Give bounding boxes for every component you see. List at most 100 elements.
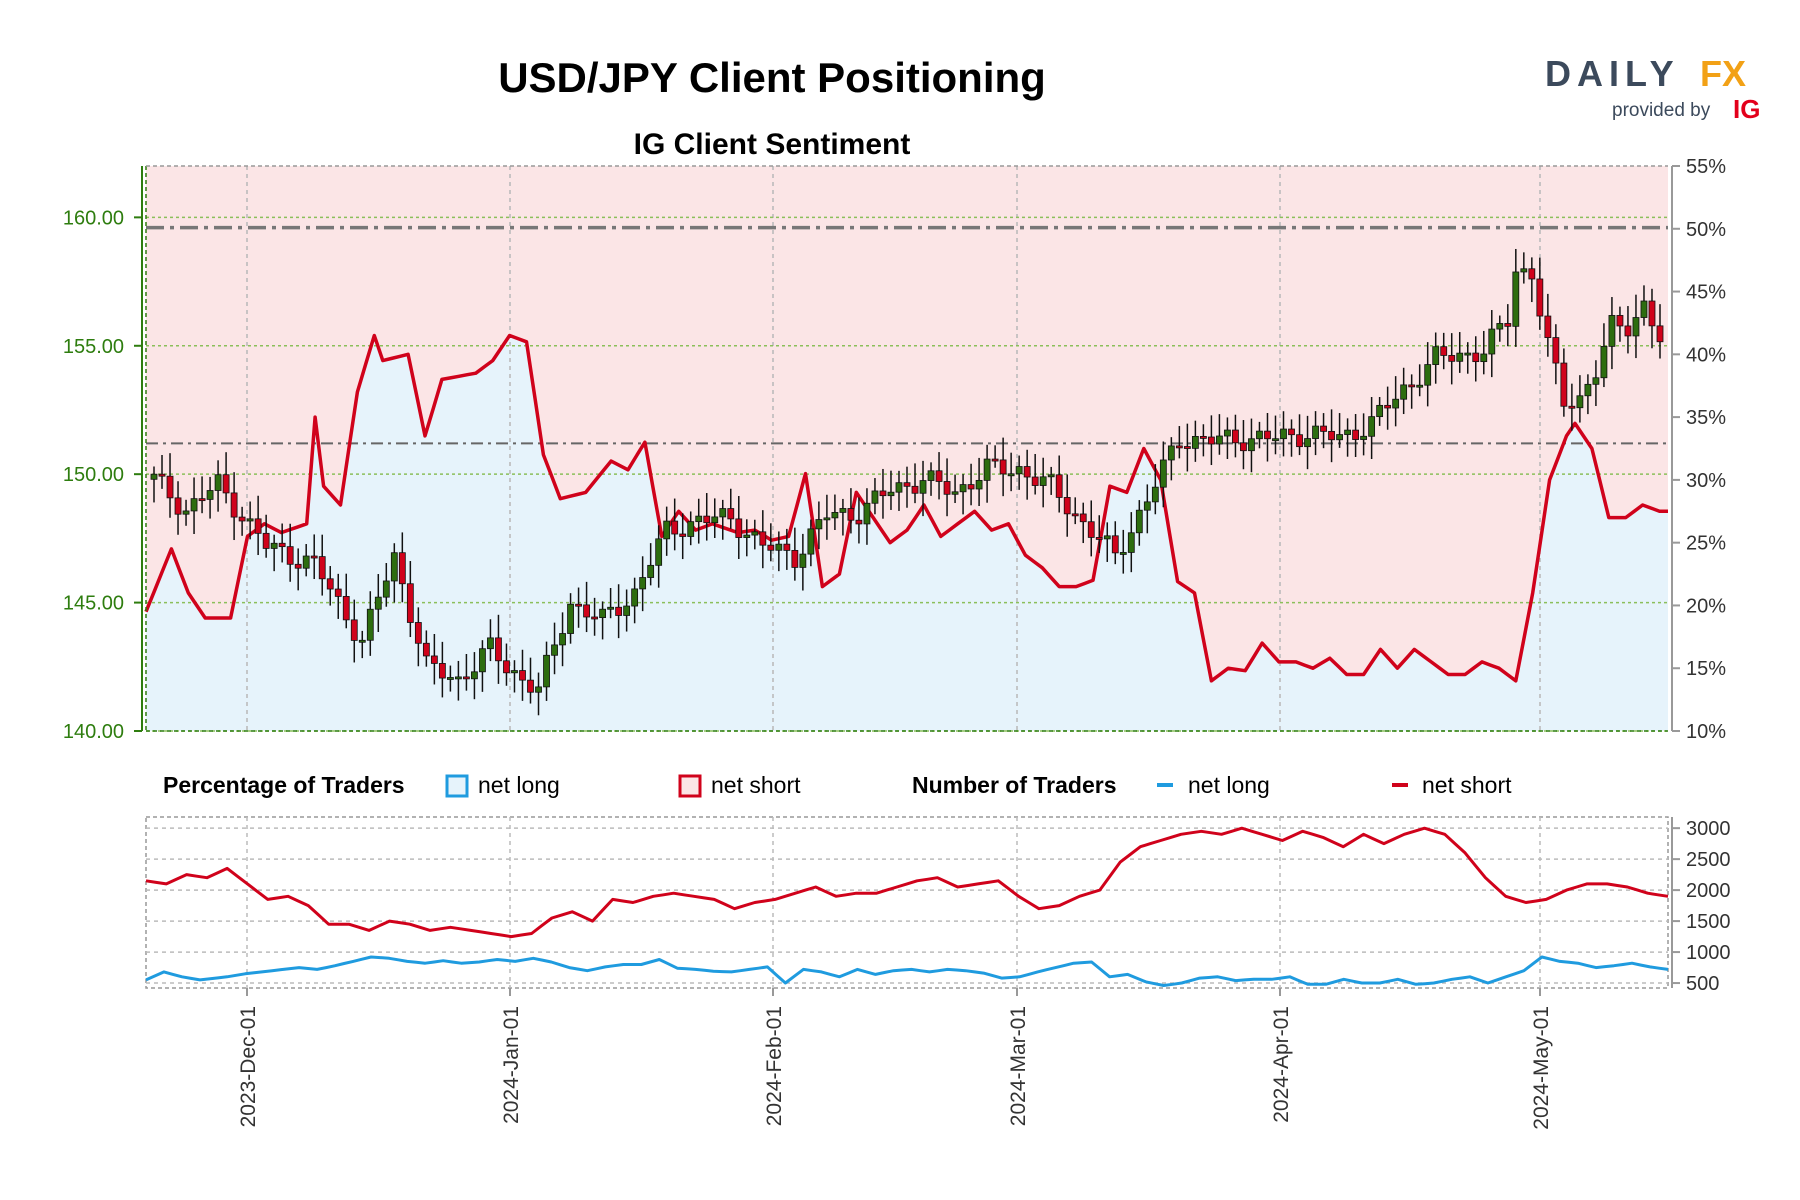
legend-pct-long-label: net long: [478, 772, 560, 798]
candle-body: [158, 473, 166, 477]
candle-body: [230, 492, 238, 518]
legend-num-title: Number of Traders: [912, 772, 1117, 798]
candle-body: [1344, 429, 1351, 435]
candle-body: [807, 528, 815, 555]
candle-body: [1504, 323, 1512, 327]
candle-body: [150, 473, 158, 480]
candle-body: [1392, 398, 1400, 409]
candle-body: [999, 459, 1007, 475]
candle-body: [318, 556, 326, 580]
y2-tick-label: 25%: [1686, 533, 1726, 555]
candle-body: [1496, 323, 1504, 330]
candle-body: [703, 515, 711, 524]
candle-body: [1488, 328, 1496, 355]
trader-count-net-short-line: [145, 826, 1669, 939]
candle-body: [1608, 315, 1616, 347]
candle-body: [1119, 552, 1127, 555]
y2-tick-label: 30%: [1686, 470, 1726, 492]
candle-body: [374, 596, 382, 610]
candle-body: [1424, 364, 1432, 386]
candle-body: [863, 502, 871, 525]
candle-body: [631, 588, 639, 607]
candle-body: [951, 491, 959, 495]
candle-body: [671, 520, 679, 535]
candle-body: [1256, 430, 1263, 440]
chart-title: USD/JPY Client Positioning: [498, 54, 1046, 101]
candle-body: [471, 671, 478, 680]
candle-body: [422, 642, 430, 657]
logo-daily: DAILY: [1545, 53, 1680, 94]
candle-body: [975, 479, 983, 490]
y-tick-label: 155.00: [63, 336, 124, 358]
candle-body: [310, 555, 318, 559]
candle-body: [406, 583, 414, 623]
candle-body: [743, 534, 751, 538]
candle-body: [1159, 459, 1167, 488]
candle-body: [983, 458, 991, 481]
candle-body: [463, 676, 470, 680]
candle-body: [903, 482, 911, 487]
candle-body: [1111, 535, 1119, 554]
candle-body: [342, 596, 350, 621]
x-axis: 2023-Dec-01 2024-Jan-01 2024-Feb-01 2024-Ma…: [237, 988, 1553, 1130]
candle-body: [519, 670, 526, 681]
candle-body: [1336, 434, 1343, 441]
candle-body: [1552, 337, 1560, 364]
candle-body: [895, 482, 903, 493]
x-tick-label: 2024-Apr-01: [1270, 1006, 1293, 1123]
candle-body: [366, 608, 374, 641]
candle-body: [1039, 476, 1047, 486]
candle-body: [1648, 300, 1656, 327]
candle-body: [198, 498, 206, 502]
candle-body: [1143, 501, 1151, 511]
y2-tick-label: 55%: [1686, 156, 1726, 178]
candle-body: [1376, 404, 1384, 418]
candle-body: [1400, 384, 1408, 400]
candle-body: [1352, 429, 1359, 440]
y-tick-label: 160.00: [63, 207, 124, 229]
candle-body: [479, 648, 486, 673]
candle-body: [1576, 395, 1584, 409]
y2-tick-label: 50%: [1686, 219, 1726, 241]
candle-body: [1264, 430, 1271, 440]
candle-body: [919, 480, 927, 494]
candle-body: [1312, 425, 1319, 439]
candle-body: [1368, 416, 1376, 437]
candle-body: [855, 519, 863, 525]
candle-body: [174, 497, 182, 515]
lower-y-tick-label: 2500: [1686, 849, 1731, 871]
legend-pct-short-swatch: [678, 774, 702, 798]
candle-body: [695, 515, 703, 523]
candle-body: [1520, 268, 1528, 273]
candle-body: [1456, 352, 1464, 362]
candle-body: [1536, 278, 1544, 317]
candle-body: [1208, 436, 1215, 445]
candle-body: [1288, 428, 1295, 436]
candle-body: [599, 608, 606, 619]
candle-body: [334, 588, 342, 597]
candle-body: [182, 510, 190, 515]
candle-body: [839, 508, 847, 513]
candle-body: [927, 470, 935, 481]
candle-body: [302, 555, 310, 569]
x-tick-label: 2023-Dec-01: [237, 1006, 260, 1127]
candle-body: [783, 543, 791, 551]
candle-body: [615, 606, 623, 616]
candle-body: [1248, 438, 1255, 452]
candle-body: [382, 580, 390, 598]
candle-body: [711, 516, 719, 524]
candle-body: [1432, 346, 1440, 365]
candle-body: [1240, 442, 1247, 452]
candle-body: [1528, 268, 1536, 280]
candle-body: [1151, 486, 1159, 503]
logo-provided-by: provided by: [1612, 100, 1711, 121]
candle-body: [1448, 355, 1456, 362]
candle-body: [1408, 384, 1416, 388]
candle-body: [1015, 466, 1023, 475]
candle-body: [1095, 537, 1103, 540]
candle-body: [206, 490, 214, 500]
lower-y-tick-label: 1000: [1686, 942, 1731, 964]
candle-body: [246, 518, 254, 522]
candle-body: [1584, 383, 1592, 397]
y-tick-label: 140.00: [63, 721, 124, 743]
